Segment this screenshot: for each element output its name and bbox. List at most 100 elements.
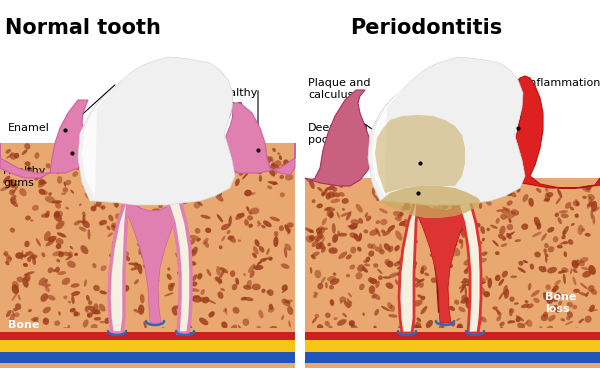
- Ellipse shape: [204, 241, 209, 248]
- Ellipse shape: [359, 233, 362, 241]
- Ellipse shape: [589, 265, 596, 275]
- Ellipse shape: [266, 290, 270, 294]
- Ellipse shape: [506, 182, 514, 190]
- Ellipse shape: [434, 206, 442, 214]
- Ellipse shape: [101, 265, 106, 271]
- Ellipse shape: [79, 227, 86, 231]
- Ellipse shape: [311, 199, 316, 203]
- Ellipse shape: [41, 283, 51, 287]
- Ellipse shape: [534, 252, 541, 258]
- Ellipse shape: [403, 277, 406, 288]
- Ellipse shape: [556, 293, 562, 298]
- Ellipse shape: [77, 220, 87, 223]
- Ellipse shape: [65, 207, 69, 209]
- Ellipse shape: [474, 305, 481, 311]
- Ellipse shape: [557, 217, 562, 224]
- Ellipse shape: [197, 273, 202, 280]
- Ellipse shape: [159, 327, 165, 337]
- Ellipse shape: [9, 189, 15, 195]
- Ellipse shape: [38, 180, 46, 188]
- Ellipse shape: [515, 239, 521, 242]
- Ellipse shape: [523, 194, 529, 202]
- Ellipse shape: [458, 239, 463, 244]
- Ellipse shape: [44, 231, 51, 241]
- Bar: [0, 352, 295, 363]
- Ellipse shape: [490, 224, 498, 229]
- Ellipse shape: [420, 216, 427, 223]
- Ellipse shape: [188, 288, 194, 292]
- Ellipse shape: [502, 206, 509, 212]
- Ellipse shape: [412, 261, 417, 266]
- Ellipse shape: [172, 307, 178, 316]
- Ellipse shape: [457, 227, 466, 234]
- Ellipse shape: [371, 181, 376, 184]
- Ellipse shape: [454, 248, 460, 256]
- Ellipse shape: [176, 154, 184, 162]
- Ellipse shape: [417, 294, 422, 298]
- Ellipse shape: [273, 236, 278, 247]
- Ellipse shape: [65, 255, 73, 260]
- Ellipse shape: [398, 326, 402, 330]
- Ellipse shape: [342, 208, 345, 211]
- Ellipse shape: [486, 201, 492, 206]
- Ellipse shape: [142, 195, 148, 199]
- Ellipse shape: [310, 229, 314, 233]
- Ellipse shape: [320, 277, 326, 284]
- Ellipse shape: [213, 157, 215, 164]
- Ellipse shape: [469, 303, 476, 309]
- Ellipse shape: [401, 205, 409, 210]
- Ellipse shape: [160, 169, 166, 178]
- Ellipse shape: [149, 240, 155, 249]
- Ellipse shape: [589, 196, 592, 205]
- Ellipse shape: [8, 179, 16, 188]
- Ellipse shape: [14, 312, 20, 317]
- Ellipse shape: [56, 244, 61, 249]
- Bar: [0, 328, 295, 346]
- Ellipse shape: [362, 312, 365, 316]
- Ellipse shape: [559, 210, 568, 213]
- Ellipse shape: [56, 238, 64, 245]
- Ellipse shape: [227, 230, 230, 234]
- Ellipse shape: [322, 218, 327, 225]
- Ellipse shape: [244, 156, 250, 164]
- Ellipse shape: [210, 186, 220, 192]
- Ellipse shape: [510, 275, 517, 278]
- Ellipse shape: [436, 238, 440, 243]
- Ellipse shape: [323, 187, 328, 196]
- Ellipse shape: [118, 148, 124, 153]
- Ellipse shape: [537, 223, 541, 227]
- Text: Healthy
bone
level: Healthy bone level: [215, 88, 259, 121]
- Ellipse shape: [547, 326, 553, 333]
- Ellipse shape: [545, 192, 550, 202]
- Polygon shape: [457, 201, 481, 333]
- Ellipse shape: [454, 231, 458, 235]
- Ellipse shape: [110, 191, 117, 196]
- Ellipse shape: [63, 327, 68, 330]
- Ellipse shape: [30, 219, 34, 222]
- Ellipse shape: [271, 167, 277, 174]
- Ellipse shape: [529, 198, 534, 207]
- Ellipse shape: [397, 259, 407, 264]
- Ellipse shape: [134, 188, 137, 197]
- Ellipse shape: [331, 199, 340, 203]
- Ellipse shape: [188, 298, 191, 304]
- Ellipse shape: [236, 213, 245, 217]
- Ellipse shape: [64, 181, 66, 187]
- Ellipse shape: [543, 266, 547, 272]
- Ellipse shape: [449, 306, 455, 311]
- Ellipse shape: [185, 262, 191, 266]
- Ellipse shape: [184, 271, 190, 275]
- Ellipse shape: [178, 262, 181, 265]
- Ellipse shape: [173, 195, 180, 201]
- Ellipse shape: [320, 237, 325, 246]
- Ellipse shape: [556, 197, 561, 204]
- Ellipse shape: [575, 213, 579, 218]
- Ellipse shape: [541, 233, 547, 241]
- Ellipse shape: [397, 266, 401, 269]
- Ellipse shape: [140, 168, 146, 177]
- Ellipse shape: [384, 243, 391, 251]
- Ellipse shape: [141, 164, 145, 171]
- Ellipse shape: [506, 211, 516, 219]
- Ellipse shape: [11, 201, 18, 207]
- Ellipse shape: [545, 188, 548, 192]
